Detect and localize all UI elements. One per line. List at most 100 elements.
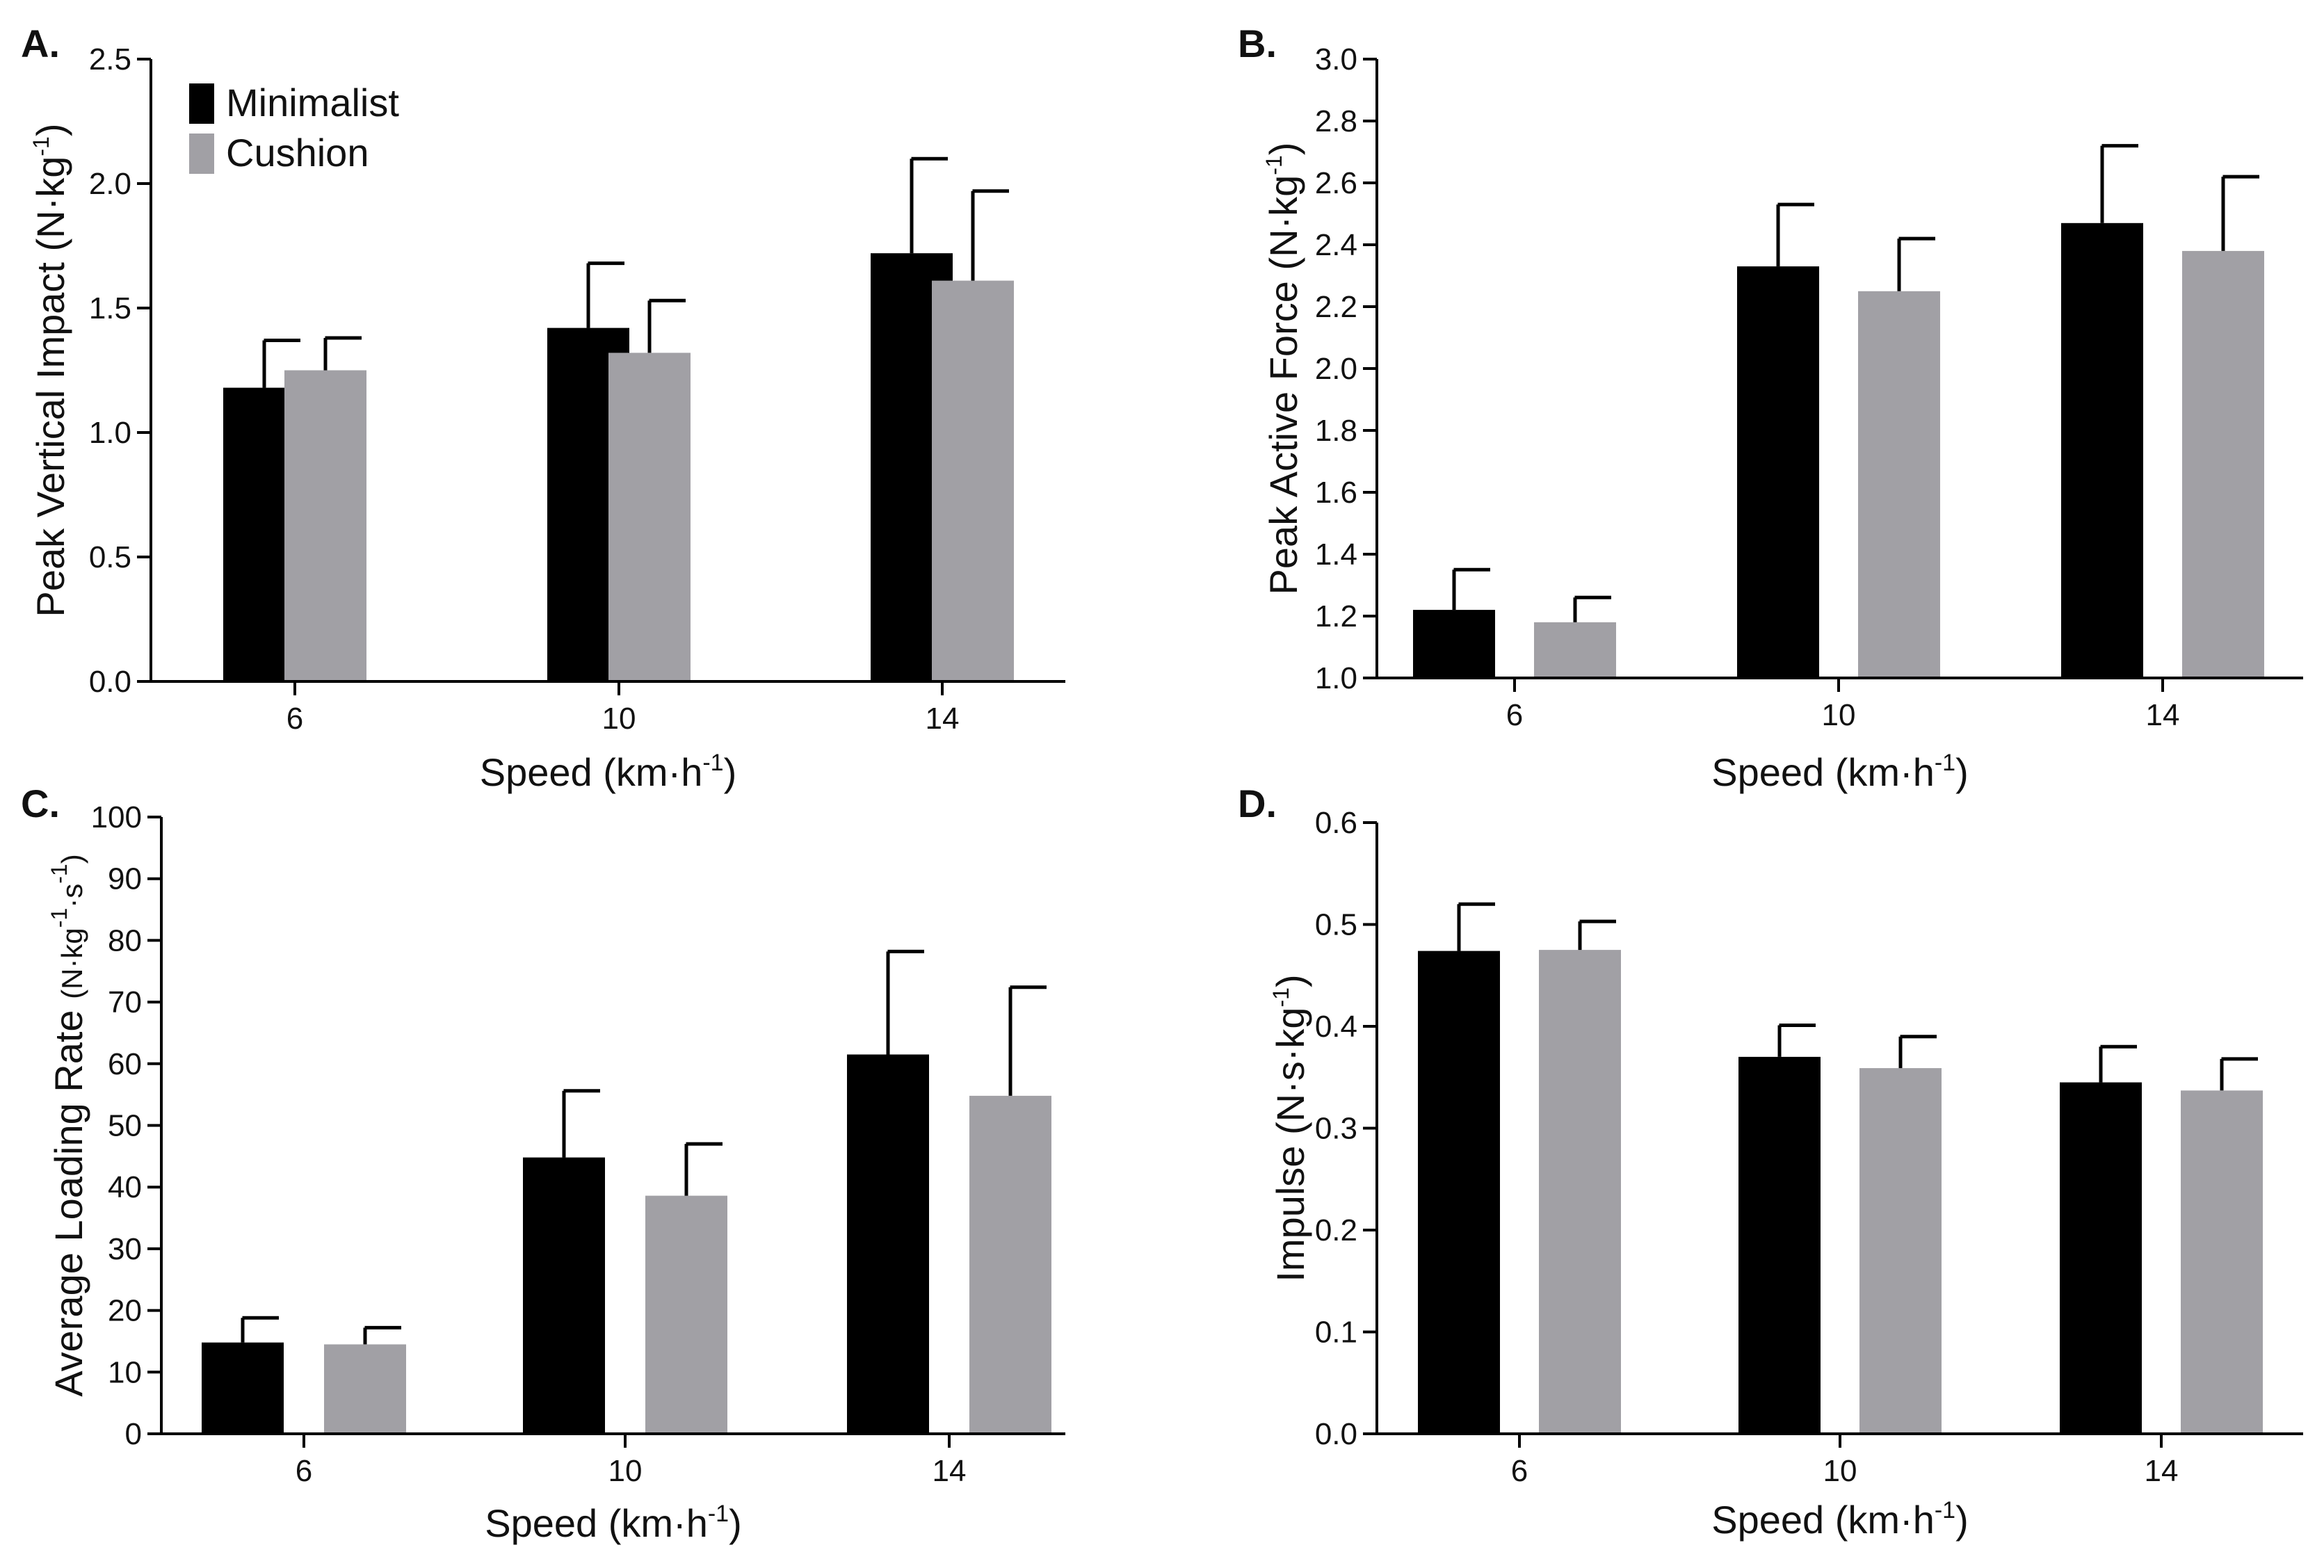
y-tick-label: 90: [108, 862, 142, 896]
panel-label: A.: [21, 22, 60, 65]
y-tick-label: 0.5: [89, 540, 131, 574]
y-tick-label: 10: [108, 1355, 142, 1389]
x-axis-title-text: Speed (km·h: [480, 750, 703, 794]
x-axis-title: Speed (km·h-1): [480, 750, 736, 794]
error-bar-cushion-14: [971, 189, 1009, 281]
error-bar-minimalist-10: [562, 1089, 600, 1158]
y-tick-label: 0.3: [1315, 1112, 1357, 1146]
y-tick-label: 50: [108, 1109, 142, 1143]
y-axis-title: Peak Active Force (N·kg-1): [1261, 143, 1305, 595]
x-axis-title: Speed (km·h-1): [1711, 750, 1968, 794]
y-tick-label: 0.2: [1315, 1213, 1357, 1247]
y-tick-label: 2.5: [89, 42, 131, 76]
bar-minimalist-14: [2060, 1082, 2142, 1434]
x-axis-title-sup: -1: [702, 750, 723, 776]
y-tick-label: 1.2: [1315, 599, 1357, 633]
error-bar-cushion-10: [1897, 236, 1935, 291]
y-axis-title: Impulse (N·s·kg-1): [1268, 974, 1312, 1282]
bar-minimalist-14: [847, 1054, 929, 1434]
x-axis-title-sup: -1: [708, 1501, 729, 1527]
x-tick-label: 14: [2145, 1454, 2179, 1488]
x-tick-label: 6: [1511, 1454, 1528, 1488]
bar-minimalist-6: [1413, 610, 1495, 678]
x-axis-title-text: Speed (km·h: [1711, 750, 1935, 794]
y-tick-label: 0.6: [1315, 806, 1357, 840]
y-axis-title-text: Peak Vertical Impact (N·kg: [29, 156, 72, 617]
x-axis-title-sup: -1: [1935, 750, 1955, 776]
y-tick-label: 20: [108, 1294, 142, 1328]
bar-minimalist-14: [2061, 223, 2143, 678]
y-tick-label: 70: [108, 985, 142, 1019]
y-tick-label: 1.8: [1315, 414, 1357, 448]
y-axis-title-text: Impulse (N·s·kg: [1268, 1007, 1312, 1282]
x-tick-label: 6: [1506, 698, 1523, 732]
error-bar-minimalist-10: [586, 261, 624, 328]
y-tick-label: 3.0: [1315, 42, 1357, 76]
y-axis-title-mid: ·s: [56, 884, 88, 908]
legend-swatch-cushion: [189, 134, 214, 174]
error-bar-minimalist-14: [886, 949, 924, 1055]
legend-swatch-minimalist: [189, 83, 214, 124]
bar-cushion-10: [645, 1195, 727, 1434]
error-bar-minimalist-6: [241, 1316, 279, 1343]
y-tick-label: 40: [108, 1170, 142, 1204]
y-axis-title-end: ): [1261, 143, 1305, 156]
x-axis-title-end: ): [1955, 750, 1969, 794]
y-tick-label: 60: [108, 1047, 142, 1081]
error-bar-cushion-14: [2220, 1057, 2258, 1091]
y-tick-label: 2.0: [89, 167, 131, 201]
error-bar-cushion-10: [1898, 1035, 1937, 1069]
y-axis-title-text: Peak Active Force (N·kg: [1261, 175, 1305, 595]
x-tick-label: 10: [1822, 698, 1856, 732]
error-bar-minimalist-6: [262, 339, 300, 388]
x-axis-title-text: Speed (km·h: [485, 1501, 708, 1545]
bar-minimalist-10: [1738, 1056, 1821, 1434]
x-axis-title-end: ): [1955, 1498, 1969, 1542]
y-tick-label: 1.0: [1315, 661, 1357, 695]
x-tick-label: 6: [287, 702, 303, 736]
chart-panel-a: 0.00.51.01.52.02.56 10 14A.Speed (km·h-1)P…: [21, 22, 1065, 794]
bar-cushion-10: [1858, 291, 1940, 679]
y-tick-label: 100: [91, 800, 142, 834]
error-bar-minimalist-10: [1777, 1024, 1816, 1057]
x-tick-label: 10: [608, 1454, 643, 1488]
y-axis-title: Average Loading Rate (N·kg-1·s-1): [47, 854, 90, 1396]
bar-minimalist-6: [1418, 951, 1500, 1434]
y-tick-label: 1.4: [1315, 538, 1357, 572]
y-tick-label: 1.0: [89, 416, 131, 450]
y-tick-label: 0: [125, 1417, 142, 1451]
error-bar-cushion-6: [1573, 595, 1611, 622]
y-tick-label: 2.8: [1315, 104, 1357, 138]
axis-lines: [1375, 59, 2303, 679]
bar-cushion-14: [932, 280, 1014, 682]
y-tick-label: 0.5: [1315, 908, 1357, 942]
x-tick-label: 14: [2146, 698, 2180, 732]
x-tick-label: 10: [602, 702, 636, 736]
y-tick-label: 0.0: [89, 665, 131, 699]
x-axis-title-text: Speed (km·h: [1711, 1498, 1935, 1542]
y-axis-title-sup: -1: [29, 136, 54, 156]
y-tick-label: 0.4: [1315, 1010, 1357, 1044]
error-bar-minimalist-14: [2100, 144, 2138, 223]
x-tick-label: 10: [1823, 1454, 1857, 1488]
y-axis-title-units: (N·kg: [56, 928, 88, 999]
error-bar-minimalist-14: [910, 156, 948, 254]
y-tick-label: 2.4: [1315, 228, 1357, 262]
bar-cushion-10: [608, 353, 691, 681]
x-axis-title-sup: -1: [1935, 1497, 1955, 1523]
y-tick-label: 1.5: [89, 291, 131, 325]
legend: Minimalist Cushion: [189, 81, 399, 175]
y-tick-label: 2.6: [1315, 166, 1357, 200]
error-bar-cushion-14: [1008, 985, 1047, 1096]
y-axis-title-sup: -1: [1261, 155, 1286, 175]
error-bar-cushion-14: [2221, 175, 2259, 251]
error-bar-cushion-6: [323, 336, 362, 371]
error-bar-cushion-10: [684, 1142, 723, 1196]
y-tick-label: 30: [108, 1232, 142, 1266]
chart-panel-c: 0 10 20 30 40 50 60 70 80 90 100 6 10 14 C. Speed (km·h…: [21, 782, 1065, 1545]
y-axis-title-end: ): [56, 854, 88, 864]
y-axis-title-end: ): [1268, 974, 1312, 987]
bar-cushion-10: [1859, 1068, 1942, 1434]
bar-cushion-6: [284, 370, 366, 681]
